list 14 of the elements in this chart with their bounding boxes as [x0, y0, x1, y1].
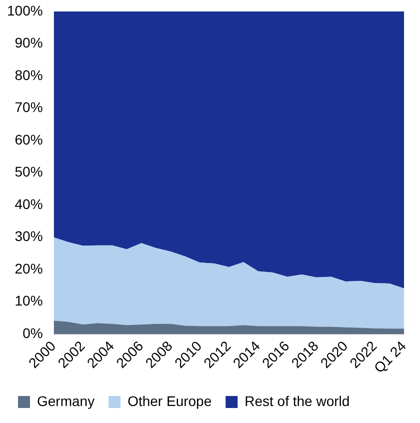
legend-label: Germany: [37, 392, 95, 409]
y-tick-label: 80%: [14, 66, 43, 83]
y-tick-label: 40%: [14, 196, 43, 212]
y-tick-label: 60%: [14, 131, 43, 148]
legend-label: Other Europe: [128, 392, 212, 409]
y-tick-label: 0%: [22, 325, 43, 342]
y-tick-label: 90%: [14, 34, 43, 51]
y-tick-label: 50%: [14, 164, 43, 180]
y-tick-label: 20%: [14, 260, 43, 276]
y-tick-label: 30%: [14, 228, 43, 244]
y-tick-label: 10%: [14, 292, 43, 309]
legend-label: Rest of the world: [244, 392, 350, 409]
y-tick-label: 100%: [6, 2, 43, 18]
y-tick-label: 70%: [14, 99, 43, 116]
